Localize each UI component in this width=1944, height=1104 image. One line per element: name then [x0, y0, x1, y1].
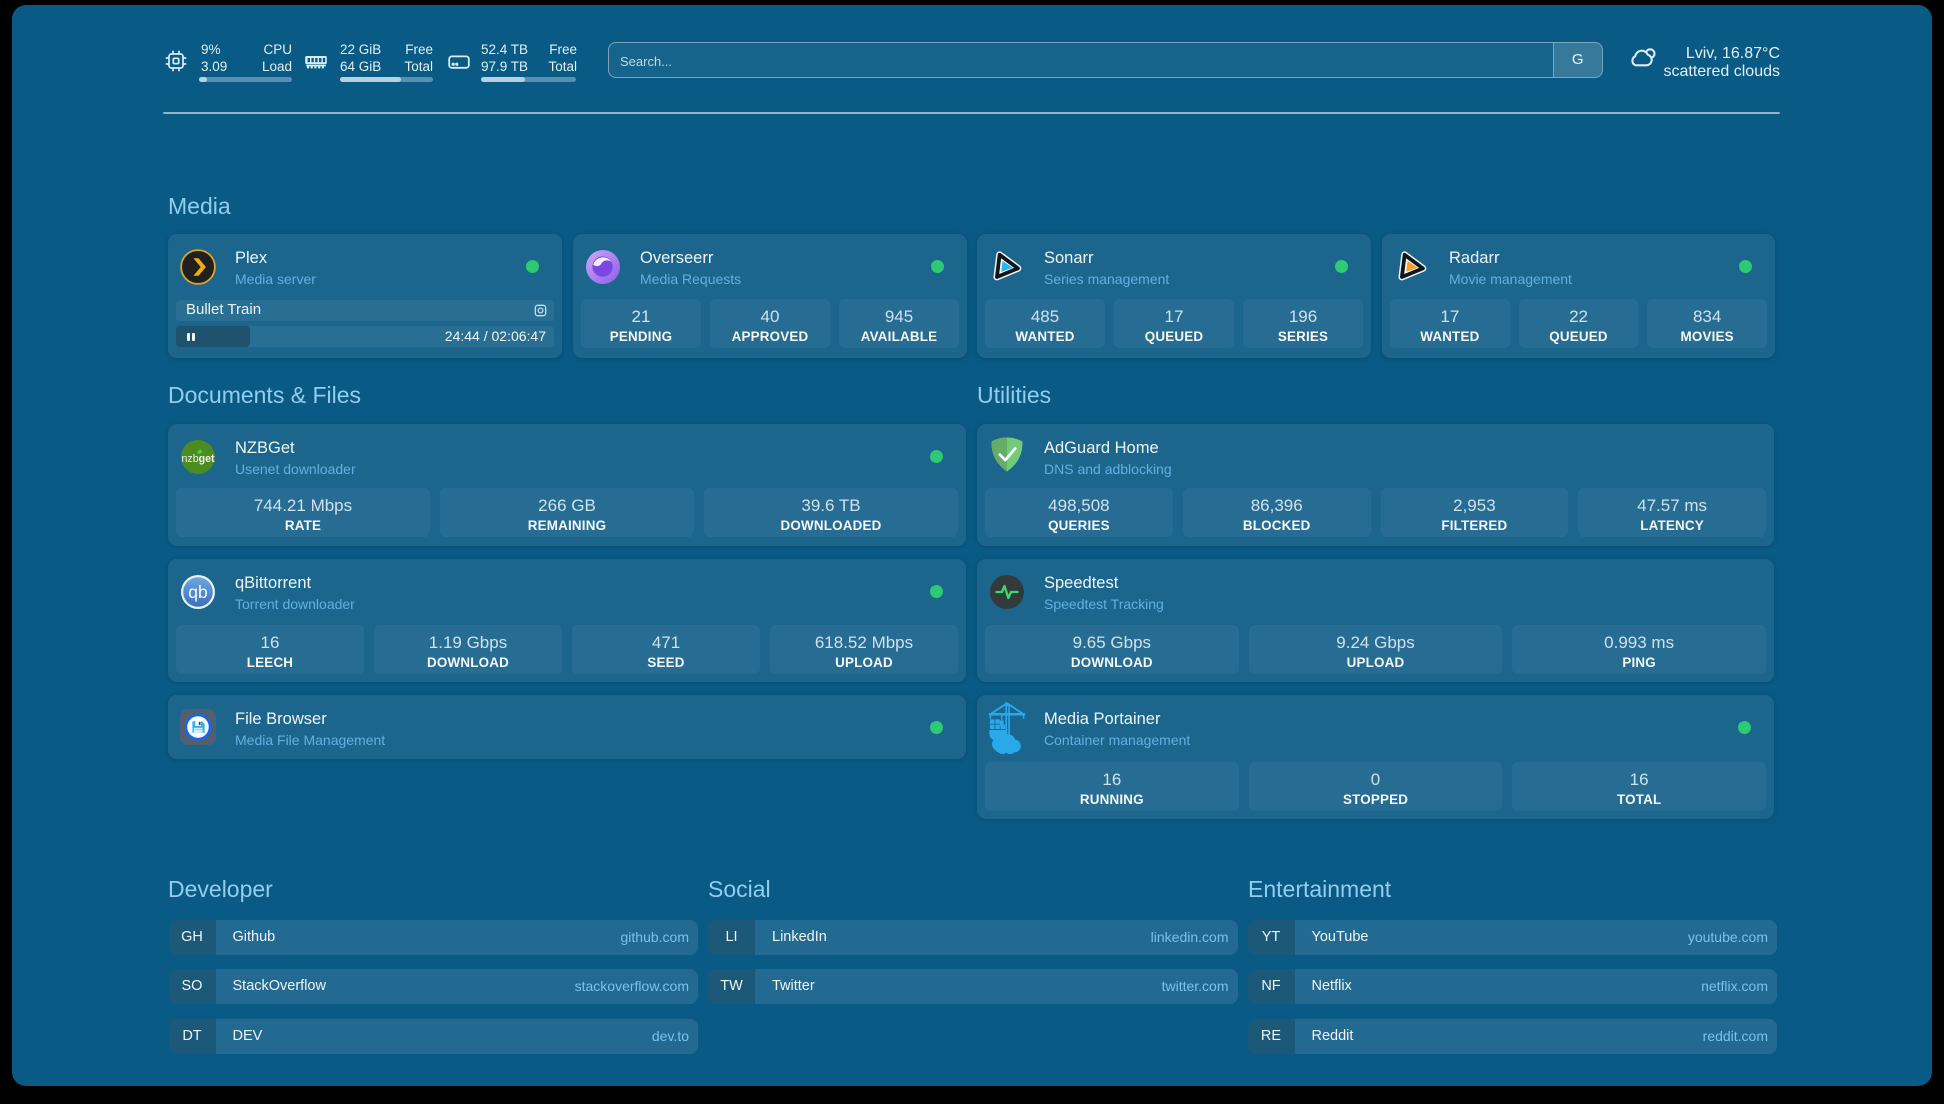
svg-text:qb: qb: [188, 582, 207, 602]
svg-text:nzbget: nzbget: [182, 453, 215, 465]
